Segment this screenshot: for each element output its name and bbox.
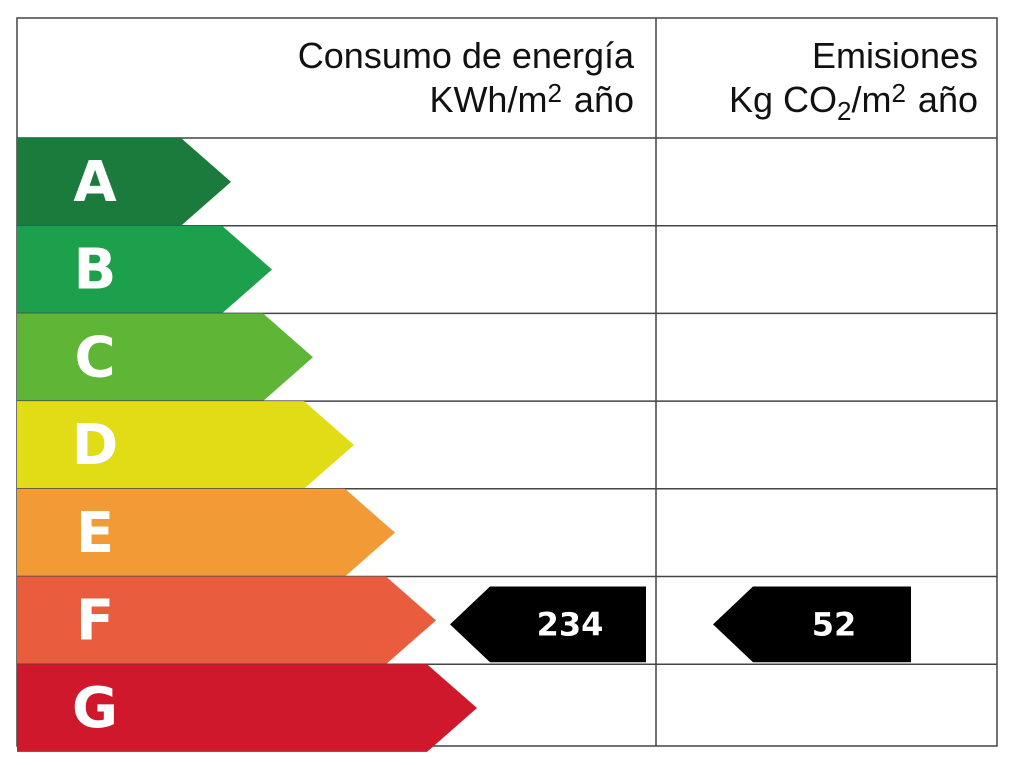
unit-part: 2 bbox=[891, 78, 905, 108]
result-value: 234 bbox=[537, 605, 604, 643]
rating-letter: F bbox=[76, 588, 114, 653]
rating-arrow bbox=[17, 664, 477, 752]
rating-letter: B bbox=[74, 238, 117, 303]
rating-letter: A bbox=[73, 150, 117, 215]
rating-arrow bbox=[17, 401, 354, 489]
emissions-title: Emisiones bbox=[812, 35, 978, 76]
unit-part: /m bbox=[851, 79, 891, 120]
rating-arrow bbox=[17, 225, 272, 314]
rating-arrow bbox=[17, 488, 395, 577]
rating-letter: C bbox=[74, 325, 115, 390]
unit-part: año bbox=[918, 79, 978, 120]
rating-letter: D bbox=[72, 413, 118, 478]
unit-label: KWh/m2 año bbox=[429, 78, 634, 120]
energy-title: Consumo de energía bbox=[298, 35, 635, 76]
rating-arrow bbox=[17, 313, 313, 402]
unit-part: KWh/m bbox=[429, 79, 547, 120]
result-arrow bbox=[713, 586, 911, 663]
unit-part: Kg CO bbox=[729, 79, 837, 120]
result-arrow bbox=[450, 586, 646, 663]
rating-letter: G bbox=[72, 676, 118, 741]
unit-part: año bbox=[574, 79, 634, 120]
unit-part: 2 bbox=[547, 78, 561, 108]
rating-arrow bbox=[17, 138, 231, 226]
unit-label: Kg CO2/m2 año bbox=[729, 78, 978, 126]
unit-part: 2 bbox=[837, 96, 851, 126]
result-value: 52 bbox=[812, 605, 857, 643]
rating-arrow bbox=[17, 576, 436, 665]
rating-letter: E bbox=[76, 501, 114, 566]
